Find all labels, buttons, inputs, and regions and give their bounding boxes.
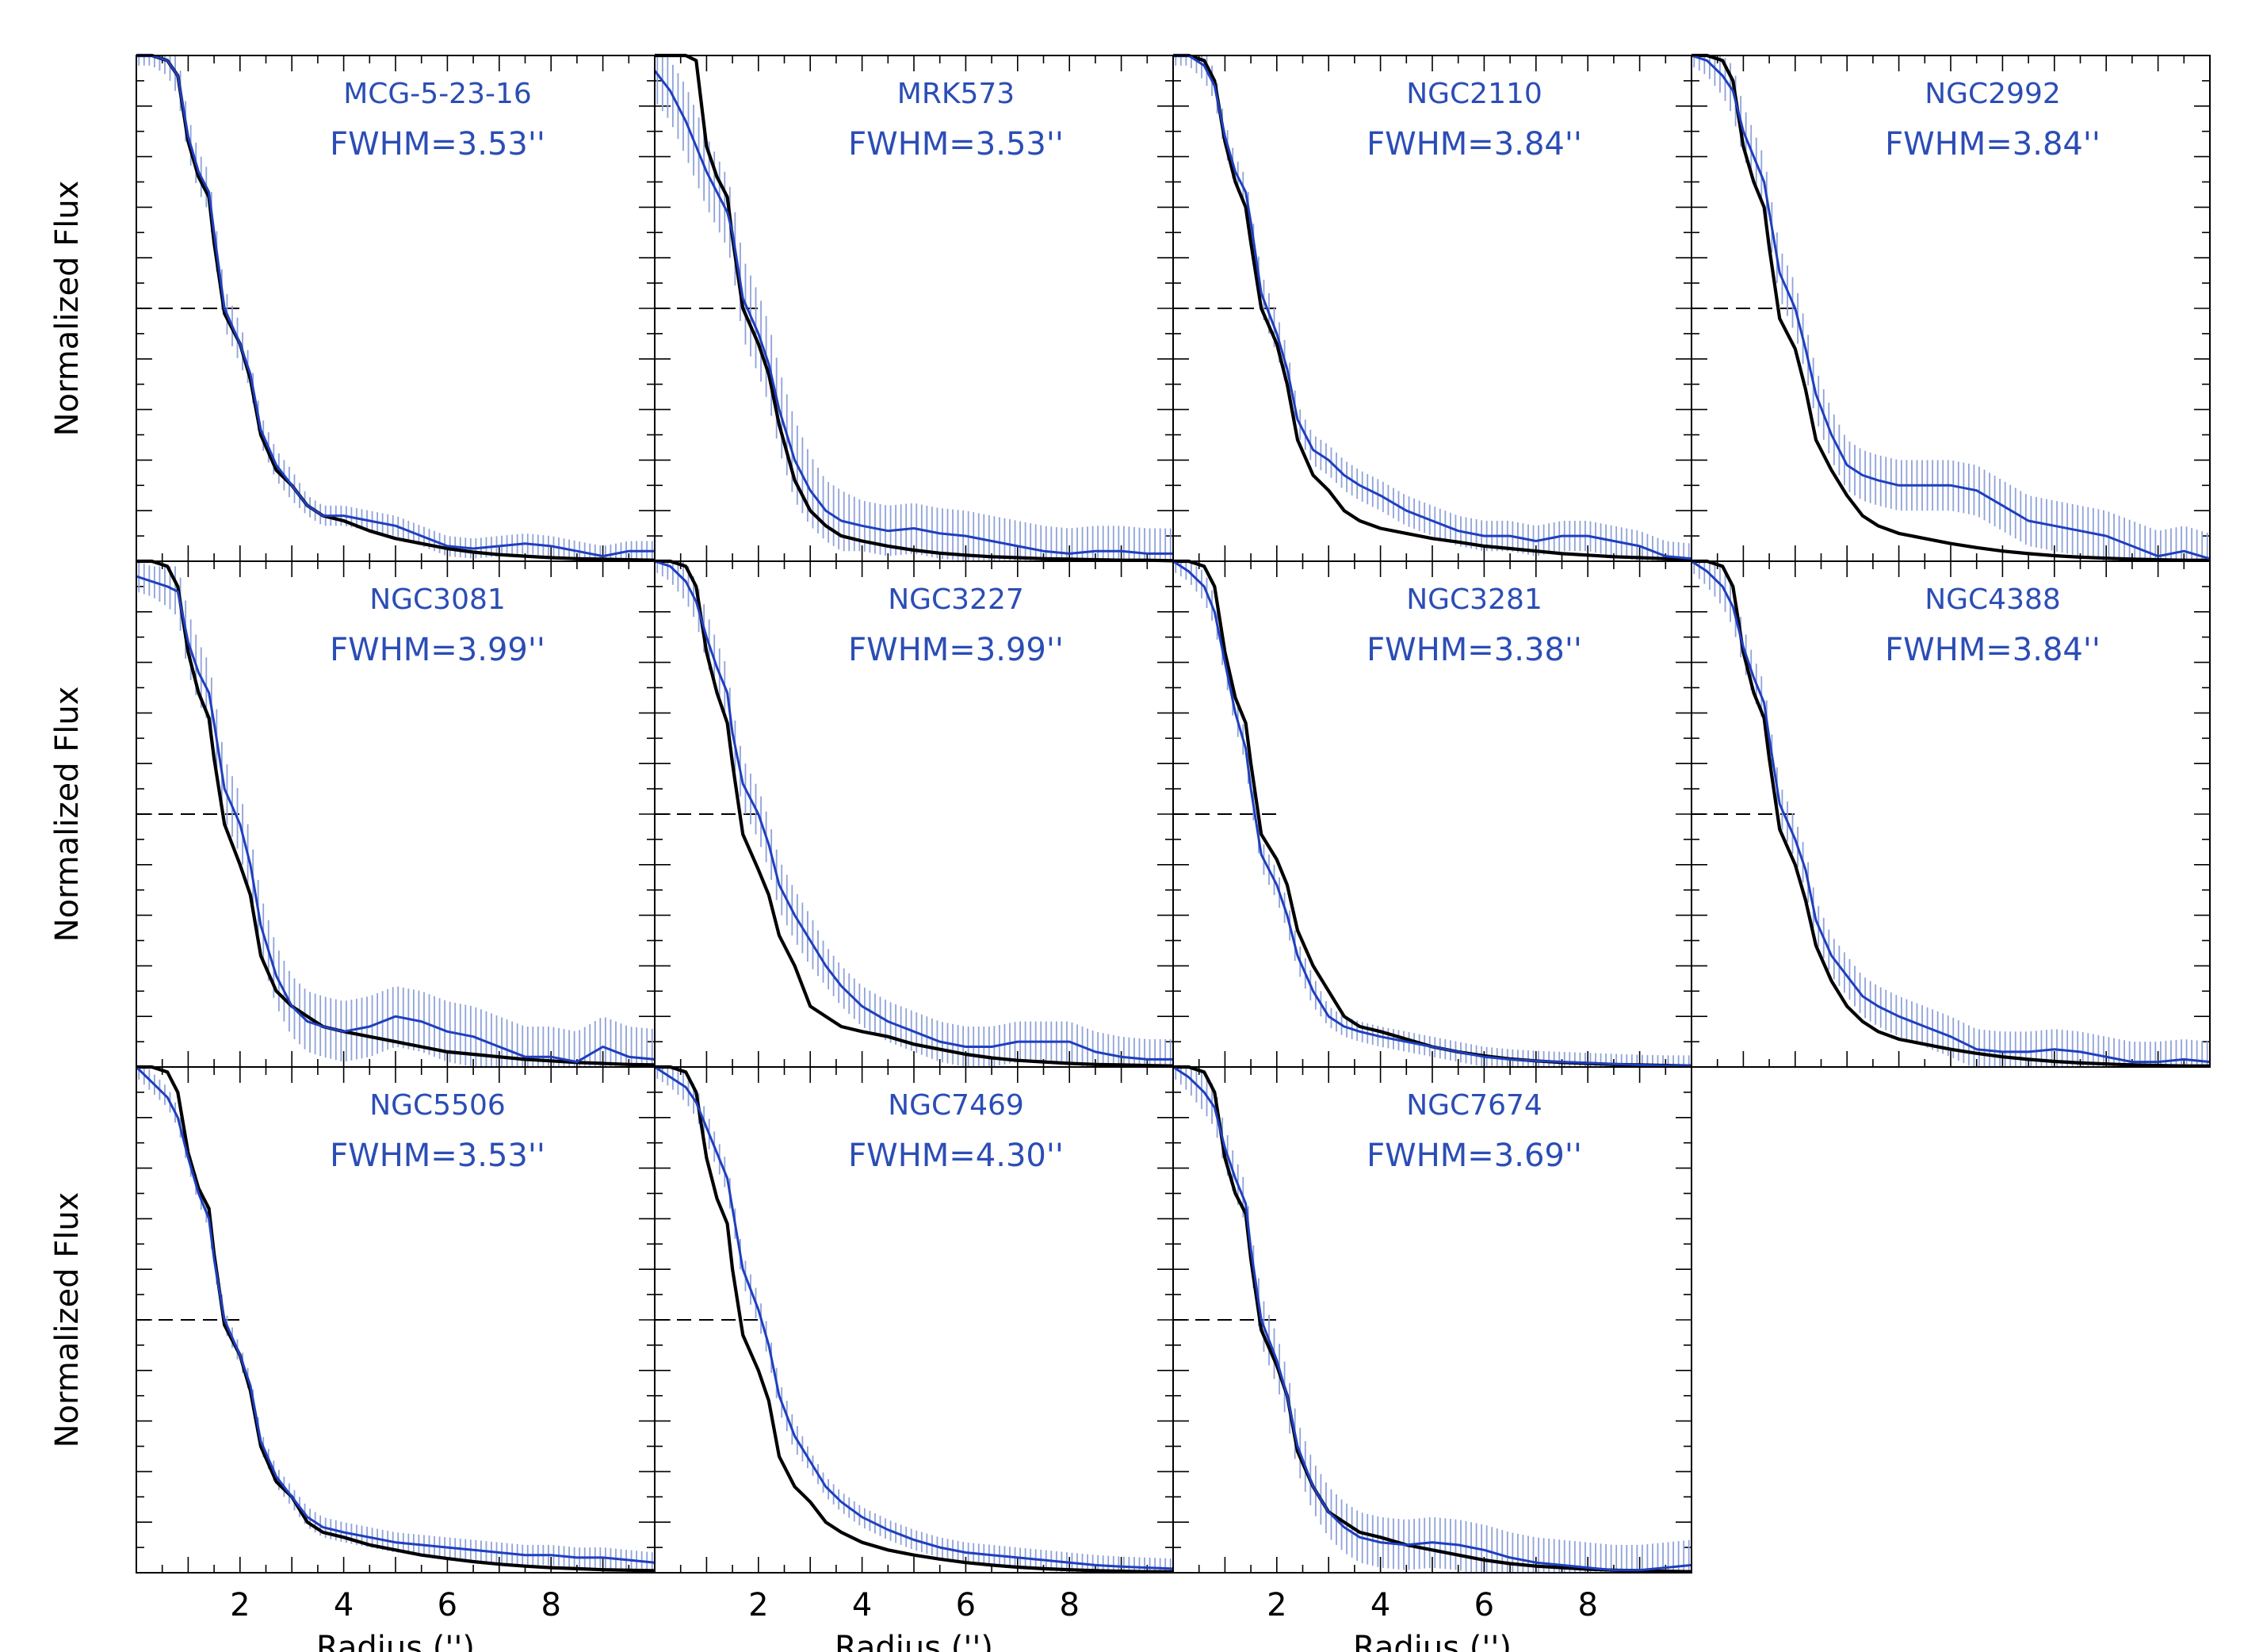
panel-ngc7674: NGC7674 FWHM=3.69'' xyxy=(1172,1065,1692,1574)
psf-line xyxy=(655,559,1174,1068)
psf-line xyxy=(1173,1065,1692,1574)
panel-ngc5506: NGC5506 FWHM=3.53'' xyxy=(135,1065,656,1574)
panel-frame xyxy=(1691,560,2211,1068)
nlr-line xyxy=(1173,54,1692,560)
nlr-line xyxy=(1172,1065,1692,1572)
panel-fwhm: FWHM=3.69'' xyxy=(1367,1138,1582,1174)
x-tick-label: 2 xyxy=(1267,1587,1286,1623)
panel-title: NGC7674 xyxy=(1406,1089,1542,1122)
x-axis-labels: 2 4 6 8 Radius ('') 2 4 6 8 Radius ('') 2 4 6 8 Radius… xyxy=(230,1587,1598,1652)
x-tick-label: 6 xyxy=(1474,1587,1494,1623)
y-axis-labels: Normalized Flux Normalized Flux Normalized… xyxy=(49,181,86,1448)
x-tick-label: 4 xyxy=(1370,1587,1390,1623)
panel-fwhm: FWHM=3.99'' xyxy=(848,632,1064,668)
nlr-line xyxy=(653,70,1173,555)
psf-line xyxy=(655,53,1174,563)
panel-title: NGC2992 xyxy=(1925,78,2061,110)
panel-title: MRK573 xyxy=(897,78,1015,110)
panel-fwhm: FWHM=4.30'' xyxy=(848,1138,1064,1174)
nlr-line xyxy=(1172,560,1692,1067)
panel-fwhm: FWHM=3.84'' xyxy=(1367,126,1582,163)
x-tick-label: 2 xyxy=(748,1587,768,1623)
x-tick-label: 4 xyxy=(852,1587,872,1623)
panel-title: NGC3227 xyxy=(888,583,1024,616)
nlr-line xyxy=(1691,560,2211,1064)
psf-line xyxy=(136,1065,656,1573)
x-tick-label: 4 xyxy=(334,1587,354,1623)
panel-grid: MCG-5-23-16FWHM=3.53''MRK573FWHM=3.53''N… xyxy=(135,53,2211,1574)
panel-frame xyxy=(1172,1066,1692,1574)
panel-title: MCG-5-23-16 xyxy=(343,78,532,110)
nlr-line xyxy=(135,1065,656,1564)
panel-ngc3227: NGC3227 FWHM=3.99'' xyxy=(654,559,1174,1068)
psf-line xyxy=(655,1065,1173,1574)
panel-fwhm: FWHM=3.53'' xyxy=(330,126,545,163)
nlr-line xyxy=(654,1065,1174,1570)
x-tick-label: 6 xyxy=(438,1587,457,1623)
panel-mrk573: MRK573 FWHM=3.53'' xyxy=(653,53,1174,563)
panel-ngc7469: NGC7469 FWHM=4.30'' xyxy=(654,1065,1174,1574)
panel-title: NGC3281 xyxy=(1406,583,1542,616)
y-axis-label: Normalized Flux xyxy=(49,1192,86,1448)
x-axis-label: Radius ('') xyxy=(316,1630,475,1652)
panel-title: NGC2110 xyxy=(1406,78,1542,110)
panel-ngc3281: NGC3281 FWHM=3.38'' xyxy=(1172,559,1692,1068)
nlr-line xyxy=(136,54,655,558)
x-axis-label: Radius ('') xyxy=(1353,1630,1512,1652)
nlr-line xyxy=(654,560,1173,1061)
panel-fwhm: FWHM=3.84'' xyxy=(1885,632,2101,668)
panel-title: NGC3081 xyxy=(369,583,506,616)
panel-fwhm: FWHM=3.53'' xyxy=(848,126,1064,163)
panel-fwhm: FWHM=3.53'' xyxy=(330,1138,545,1174)
psf-line xyxy=(1173,53,1692,561)
panel-fwhm: FWHM=3.99'' xyxy=(330,632,545,668)
panel-ngc2110: NGC2110 FWHM=3.84'' xyxy=(1172,53,1692,562)
x-tick-label: 8 xyxy=(1577,1587,1597,1623)
nlr-line xyxy=(1691,54,2211,560)
panel-title: NGC5506 xyxy=(369,1089,506,1122)
nlr-line xyxy=(136,575,656,1064)
panel-ngc2992: NGC2992 FWHM=3.84'' xyxy=(1691,53,2211,562)
panel-ngc3081: NGC3081 FWHM=3.99'' xyxy=(136,559,656,1068)
x-tick-label: 2 xyxy=(230,1587,250,1623)
psf-line xyxy=(136,559,656,1067)
panel-fwhm: FWHM=3.38'' xyxy=(1367,632,1582,668)
psf-line xyxy=(1692,559,2210,1068)
panel-title: NGC7469 xyxy=(888,1089,1024,1122)
panel-title: NGC4388 xyxy=(1925,583,2061,616)
x-tick-label: 6 xyxy=(956,1587,976,1623)
y-axis-label: Normalized Flux xyxy=(49,181,86,437)
x-axis-label: Radius ('') xyxy=(835,1630,993,1652)
panel-ngc4388: NGC4388 FWHM=3.84'' xyxy=(1691,559,2211,1068)
x-tick-label: 8 xyxy=(541,1587,560,1623)
y-axis-label: Normalized Flux xyxy=(49,686,86,943)
x-tick-label: 8 xyxy=(1059,1587,1079,1623)
psf-line xyxy=(1692,53,2210,562)
panel-fwhm: FWHM=3.84'' xyxy=(1885,126,2101,163)
